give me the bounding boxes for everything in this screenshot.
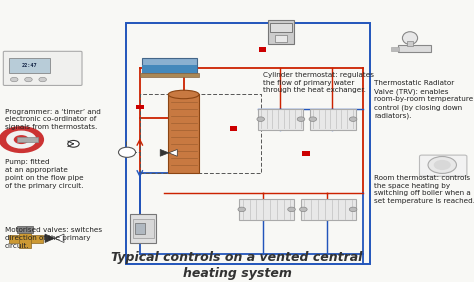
Text: Room thermostat: controls
the space heating by
switching off boiler when a
set t: Room thermostat: controls the space heat… bbox=[374, 175, 474, 204]
Circle shape bbox=[297, 117, 305, 122]
Circle shape bbox=[434, 160, 451, 170]
Bar bbox=[258, 109, 303, 130]
Circle shape bbox=[309, 117, 317, 122]
Ellipse shape bbox=[168, 90, 199, 99]
Circle shape bbox=[68, 140, 79, 147]
Bar bbox=[140, 73, 199, 77]
Polygon shape bbox=[55, 234, 64, 243]
Bar bbox=[136, 105, 144, 109]
Circle shape bbox=[39, 77, 46, 82]
Text: Typical controls on a vented central
heating system: Typical controls on a vented central hea… bbox=[111, 251, 363, 279]
Bar bbox=[259, 47, 266, 52]
Circle shape bbox=[6, 131, 36, 149]
Bar bbox=[142, 65, 197, 73]
FancyBboxPatch shape bbox=[3, 51, 82, 85]
Bar bbox=[130, 214, 156, 243]
Text: 22:47: 22:47 bbox=[22, 63, 37, 68]
Bar bbox=[301, 199, 356, 220]
Circle shape bbox=[25, 77, 32, 82]
Polygon shape bbox=[160, 149, 169, 156]
Text: Programmer: a ‘timer’ and
electronic co-ordinator of
signals from thermostats.: Programmer: a ‘timer’ and electronic co-… bbox=[5, 109, 100, 130]
Bar bbox=[168, 94, 199, 173]
Bar bbox=[9, 235, 43, 243]
Circle shape bbox=[10, 77, 18, 82]
Bar bbox=[239, 199, 294, 220]
Bar bbox=[270, 23, 292, 32]
Bar bbox=[17, 137, 38, 142]
Circle shape bbox=[14, 135, 29, 144]
Text: Cylinder thermostat: regulates
the flow of primary water
through the heat exchan: Cylinder thermostat: regulates the flow … bbox=[263, 72, 374, 93]
Circle shape bbox=[0, 126, 44, 153]
Circle shape bbox=[118, 147, 136, 157]
Bar bbox=[391, 47, 399, 51]
Bar bbox=[398, 45, 431, 52]
Circle shape bbox=[288, 207, 295, 212]
Circle shape bbox=[428, 157, 456, 173]
Text: Pump: fitted
at an appropriate
point on the flow pipe
of the primary circuit.: Pump: fitted at an appropriate point on … bbox=[5, 159, 83, 189]
Bar bbox=[302, 151, 310, 156]
Bar bbox=[9, 58, 50, 73]
Circle shape bbox=[300, 207, 307, 212]
Polygon shape bbox=[169, 149, 177, 156]
Bar bbox=[268, 20, 294, 44]
Bar bbox=[275, 35, 287, 42]
Bar bbox=[135, 223, 145, 234]
Text: Thermostatic Radiator
Valve (TRV): enables
room-by-room temperature
control (by : Thermostatic Radiator Valve (TRV): enabl… bbox=[374, 80, 474, 119]
Circle shape bbox=[349, 117, 357, 122]
Circle shape bbox=[257, 117, 264, 122]
FancyBboxPatch shape bbox=[419, 155, 467, 176]
Bar bbox=[19, 231, 31, 248]
Bar bbox=[407, 41, 413, 46]
Bar bbox=[126, 23, 370, 264]
Text: Motorised valves: switches
direction of the primary
circuit.: Motorised valves: switches direction of … bbox=[5, 227, 102, 248]
Polygon shape bbox=[45, 234, 55, 243]
Bar bbox=[230, 126, 237, 131]
Circle shape bbox=[349, 207, 357, 212]
Ellipse shape bbox=[402, 32, 418, 44]
Bar bbox=[310, 109, 356, 130]
Bar bbox=[17, 226, 33, 233]
Bar bbox=[142, 58, 197, 73]
Circle shape bbox=[238, 207, 246, 212]
Bar bbox=[133, 219, 154, 238]
